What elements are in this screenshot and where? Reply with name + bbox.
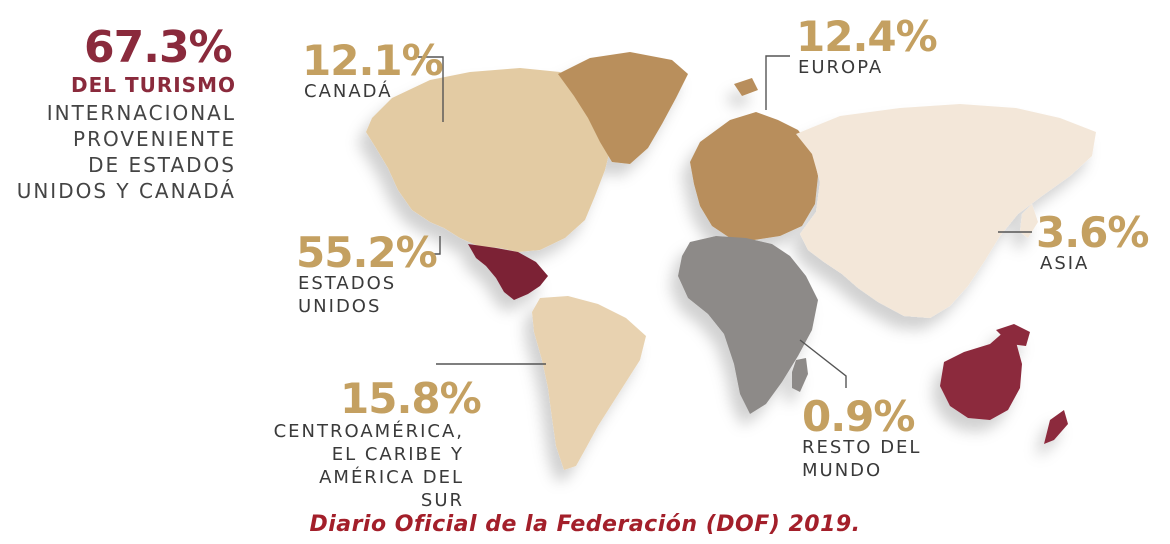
europa-percent: 12.4% (796, 12, 938, 61)
headline-description: INTERNACIONAL PROVENIENTE DE ESTADOS UNI… (0, 100, 236, 204)
asia-shape (796, 104, 1096, 318)
headline-line: INTERNACIONAL (46, 101, 236, 125)
label-line: MUNDO (802, 460, 883, 481)
resto-label: RESTO DEL MUNDO (802, 436, 921, 482)
headline-line: PROVENIENTE (73, 127, 236, 151)
madagascar-shape (792, 358, 808, 392)
north-america-shape (366, 68, 612, 252)
canada-percent: 12.1% (302, 36, 444, 85)
uk-shape (712, 150, 728, 178)
headline-line: DE ESTADOS (88, 153, 236, 177)
label-line: EL CARIBE Y (331, 444, 464, 465)
mexico-shape (468, 244, 548, 300)
new-guinea-shape (996, 324, 1030, 346)
japan-shape (1020, 204, 1038, 238)
asia-percent: 3.6% (1036, 208, 1149, 257)
resto-leader-line (799, 339, 847, 388)
canada-leader-line (418, 56, 444, 122)
europa-leader-line (765, 55, 790, 110)
asia-label: ASIA (1040, 253, 1090, 274)
iceland-shape (734, 78, 758, 96)
label-line: ESTADOS (298, 273, 397, 294)
europe-shape (690, 112, 818, 240)
label-line: AMÉRICA DEL SUR (319, 467, 464, 511)
resto-percent: 0.9% (802, 392, 915, 441)
centroamerica-label: CENTROAMÉRICA, EL CARIBE Y AMÉRICA DEL S… (270, 420, 464, 512)
source-caption: Diario Oficial de la Federación (DOF) 20… (309, 512, 861, 537)
label-line: CENTROAMÉRICA, (273, 421, 464, 442)
estados-unidos-label: ESTADOS UNIDOS (298, 272, 396, 318)
headline-line: UNIDOS Y CANADÁ (16, 179, 236, 203)
europa-label: EUROPA (798, 57, 884, 78)
new-zealand-shape (1044, 410, 1068, 444)
estados-unidos-leader-line (425, 236, 441, 255)
label-line: RESTO DEL (802, 437, 922, 458)
headline-bold-line: DEL TURISMO (70, 73, 236, 97)
south-america-shape (532, 296, 646, 470)
label-line: UNIDOS (298, 296, 382, 317)
centroamerica-percent: 15.8% (340, 374, 482, 423)
africa-shape (678, 236, 818, 414)
greenland-shape (558, 52, 688, 164)
headline-percent: 67.3% (84, 22, 233, 73)
estados-unidos-percent: 55.2% (296, 228, 438, 277)
australia-shape (940, 330, 1022, 420)
canada-label: CANADÁ (304, 81, 393, 102)
